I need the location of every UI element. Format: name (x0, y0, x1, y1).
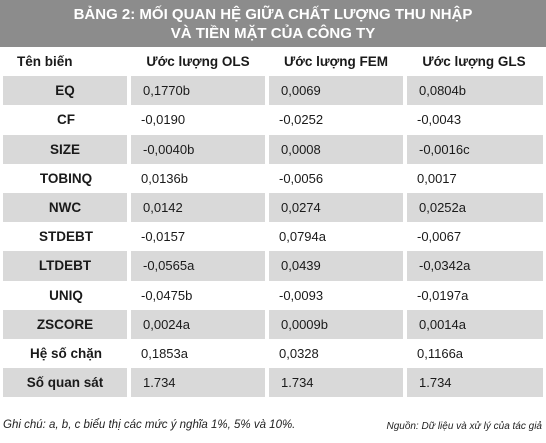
row-gls-cell: 0,0804b (405, 76, 543, 106)
table-footer: Ghi chú: a, b, c biểu thị các mức ý nghĩ… (3, 419, 542, 432)
table-row: Số quan sát 1.734 1.734 1.734 (3, 368, 543, 398)
table-title-line-2: VÀ TIỀN MẶT CỦA CÔNG TY (170, 25, 376, 42)
table-row: TOBINQ 0,0136b -0,0056 0,0017 (3, 163, 543, 193)
header-gls: Ước lượng GLS (422, 54, 526, 70)
table-title: BẢNG 2: MỐI QUAN HỆ GIỮA CHẤT LƯỢNG THU … (0, 0, 546, 47)
row-gls-cell: -0,0043 (405, 105, 543, 135)
row-fem-cell: 1.734 (267, 368, 407, 398)
source-note: Nguồn: Dữ liệu và xử lý của tác giả (386, 421, 542, 432)
table-row: SIZE -0,0040b 0,0008 -0,0016c (3, 134, 543, 164)
table-row: Hệ số chặn 0,1853a 0,0328 0,1166a (3, 338, 543, 369)
row-variable-cell: CF (3, 105, 129, 135)
row-ols-cell: 0,1853a (129, 338, 267, 369)
header-row: Tên biến Ước lượng OLS Ước lượng FEM Ước… (3, 47, 543, 76)
table-title-line-1: BẢNG 2: MỐI QUAN HỆ GIỮA CHẤT LƯỢNG THU … (73, 6, 473, 23)
row-gls-cell: -0,0016c (405, 134, 543, 164)
row-fem-cell: -0,0056 (267, 163, 405, 193)
regression-table: Tên biến Ước lượng OLS Ước lượng FEM Ước… (3, 47, 543, 398)
row-variable-cell: Số quan sát (3, 368, 131, 398)
row-variable-cell: NWC (3, 192, 131, 223)
table-row: CF -0,0190 -0,0252 -0,0043 (3, 105, 543, 135)
row-ols-cell: 0,0024a (129, 309, 269, 339)
row-gls-cell: 0,0014a (405, 309, 543, 339)
row-fem-cell: 0,0009b (267, 309, 407, 339)
row-variable-cell: SIZE (3, 134, 131, 164)
row-variable-cell: ZSCORE (3, 309, 131, 339)
table-row: ZSCORE 0,0024a 0,0009b 0,0014a (3, 309, 543, 339)
row-ols-cell: -0,0040b (129, 134, 269, 164)
row-ols-cell: 0,0136b (129, 163, 267, 193)
row-ols-cell: -0,0190 (129, 105, 267, 135)
row-gls-cell: 0,0252a (405, 192, 543, 223)
significance-note: Ghi chú: a, b, c biểu thị các mức ý nghĩ… (3, 419, 296, 431)
row-fem-cell: 0,0274 (267, 192, 407, 223)
row-ols-cell: -0,0157 (129, 222, 267, 252)
row-variable-cell: EQ (3, 76, 131, 106)
row-fem-cell: 0,0439 (267, 251, 407, 281)
table-row: LTDEBT -0,0565a 0,0439 -0,0342a (3, 251, 543, 281)
row-gls-cell: 0,1166a (405, 338, 543, 369)
row-ols-cell: -0,0475b (129, 280, 267, 310)
row-gls-cell: -0,0342a (405, 251, 543, 281)
row-ols-cell: -0,0565a (129, 251, 269, 281)
table-row: UNIQ -0,0475b -0,0093 -0,0197a (3, 280, 543, 310)
row-fem-cell: -0,0252 (267, 105, 405, 135)
row-fem-cell: 0,0069 (267, 76, 407, 106)
table-row: STDEBT -0,0157 0,0794a -0,0067 (3, 222, 543, 252)
header-fem: Ước lượng FEM (284, 54, 388, 70)
row-gls-cell: 0,0017 (405, 163, 543, 193)
row-gls-cell: 1.734 (405, 368, 543, 398)
row-gls-cell: -0,0197a (405, 280, 543, 310)
table-row: NWC 0,0142 0,0274 0,0252a (3, 192, 543, 223)
row-fem-cell: 0,0008 (267, 134, 407, 164)
row-variable-cell: Hệ số chặn (3, 338, 129, 369)
row-ols-cell: 1.734 (129, 368, 269, 398)
row-variable-cell: STDEBT (3, 222, 129, 252)
row-variable-cell: UNIQ (3, 280, 129, 310)
row-variable-cell: LTDEBT (3, 251, 131, 281)
row-variable-cell: TOBINQ (3, 163, 129, 193)
table-row: EQ 0,1770b 0,0069 0,0804b (3, 76, 543, 106)
row-fem-cell: -0,0093 (267, 280, 405, 310)
row-ols-cell: 0,1770b (129, 76, 269, 106)
row-gls-cell: -0,0067 (405, 222, 543, 252)
row-fem-cell: 0,0328 (267, 338, 405, 369)
row-ols-cell: 0,0142 (129, 192, 269, 223)
header-variable: Tên biến (17, 54, 73, 70)
header-ols: Ước lượng OLS (146, 54, 250, 70)
row-fem-cell: 0,0794a (267, 222, 405, 252)
